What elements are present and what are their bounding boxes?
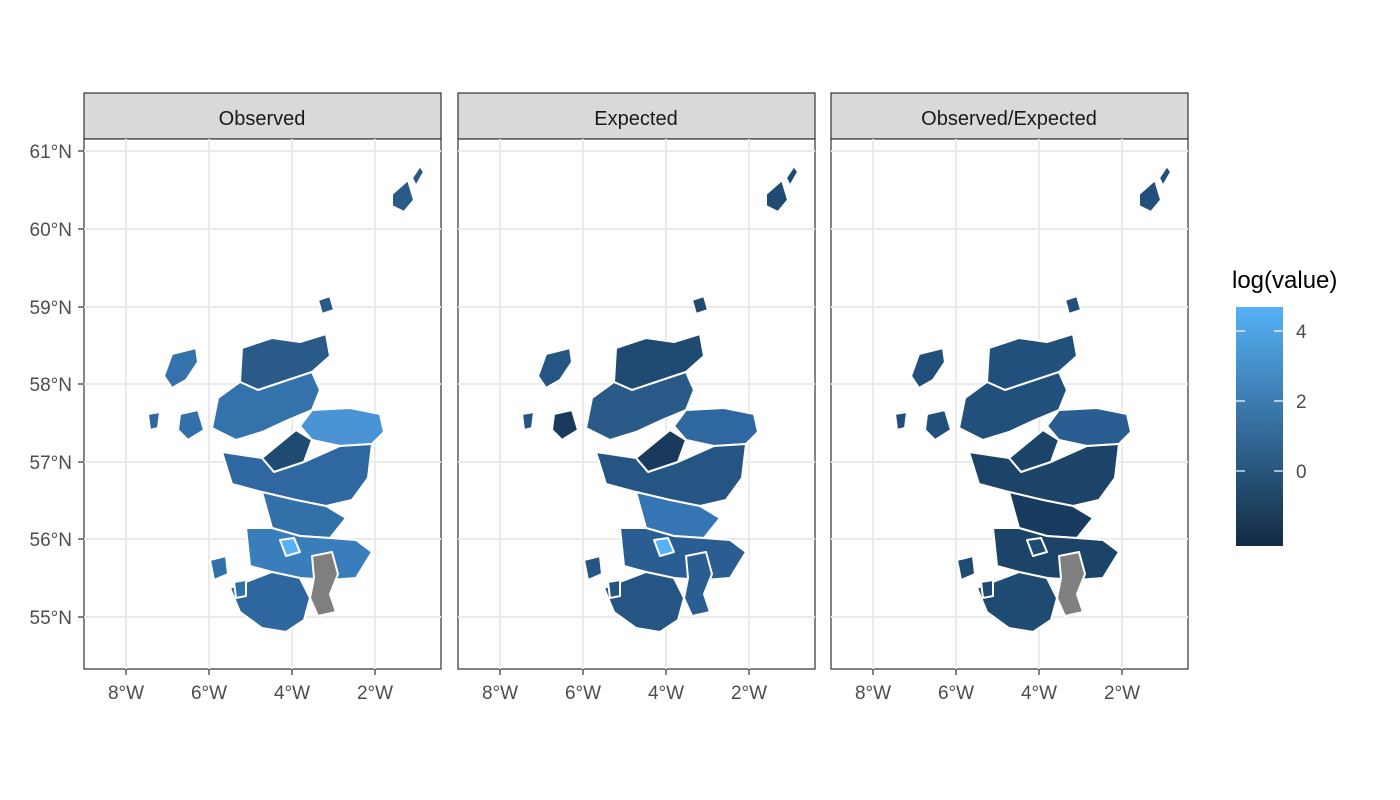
x-tick-label: 2°W <box>1104 683 1140 704</box>
scotland-map-expected <box>521 165 799 633</box>
x-tick-label: 8°W <box>855 683 891 704</box>
strip-expected <box>457 92 816 140</box>
legend-colorbar <box>1236 307 1283 546</box>
legend-tick-label: 4 <box>1296 322 1307 343</box>
strip-label-observed: Observed <box>219 108 306 130</box>
region-skye <box>924 409 952 441</box>
region-south-west <box>976 571 1058 633</box>
region-western-isles <box>910 347 946 389</box>
region-glasgow <box>653 537 675 557</box>
x-axis-observed-expected: 8°W 6°W 4°W 2°W <box>855 669 1140 704</box>
legend-tick-label: 0 <box>1296 462 1307 483</box>
region-central-belt <box>992 527 1120 581</box>
region-western-isles <box>163 347 199 389</box>
x-tick-label: 8°W <box>482 683 518 704</box>
y-tick-label: 55°N <box>30 608 72 629</box>
legend: log(value) 4 2 0 <box>1232 267 1337 546</box>
y-tick-label: 61°N <box>30 142 72 163</box>
strip-label-expected: Expected <box>594 108 677 130</box>
x-tick-label: 6°W <box>938 683 974 704</box>
y-axis: 61°N 60°N 59°N 58°N 57°N 56°N 55°N <box>30 142 84 629</box>
x-axis-observed: 8°W 6°W 4°W 2°W <box>108 669 393 704</box>
region-borders <box>683 551 713 617</box>
strip-observed-expected <box>830 92 1189 140</box>
x-tick-label: 8°W <box>108 683 144 704</box>
legend-tick-label: 2 <box>1296 392 1307 413</box>
region-arran <box>607 579 621 599</box>
region-isle-small-1 <box>894 411 908 431</box>
region-highlands-west <box>211 371 321 441</box>
x-tick-label: 4°W <box>648 683 684 704</box>
y-tick-label: 57°N <box>30 453 72 474</box>
x-tick-label: 2°W <box>731 683 767 704</box>
x-tick-label: 4°W <box>274 683 310 704</box>
region-skye <box>551 409 579 441</box>
region-western-isles <box>537 347 573 389</box>
region-highlands-west <box>958 371 1068 441</box>
region-glasgow <box>279 537 301 557</box>
legend-tick-marks <box>1236 330 1283 472</box>
region-borders-missing <box>309 551 339 617</box>
x-axis-expected: 8°W 6°W 4°W 2°W <box>482 669 767 704</box>
region-islay <box>583 555 603 581</box>
region-borders-missing <box>1056 551 1086 617</box>
region-central-belt <box>619 527 747 581</box>
region-shetland-north <box>785 165 799 187</box>
region-shetland <box>391 179 415 213</box>
y-tick-label: 59°N <box>30 298 72 319</box>
region-shetland <box>765 179 789 213</box>
region-shetland-north <box>1158 165 1172 187</box>
panel-observed-expected: Observed/Expected <box>830 92 1189 670</box>
scotland-map-observed <box>147 165 425 633</box>
region-highlands-west <box>585 371 695 441</box>
scotland-map-observed-expected <box>894 165 1172 633</box>
region-glasgow <box>1026 537 1048 557</box>
region-south-west <box>229 571 311 633</box>
region-shetland <box>1138 179 1162 213</box>
region-south-west <box>603 571 685 633</box>
y-tick-label: 60°N <box>30 220 72 241</box>
region-central-belt <box>245 527 373 581</box>
region-isle-small-1 <box>147 411 161 431</box>
region-arran <box>980 579 994 599</box>
y-tick-label: 58°N <box>30 375 72 396</box>
legend-title: log(value) <box>1232 267 1337 294</box>
region-orkney <box>1064 295 1082 315</box>
panel-observed: Observed <box>83 92 442 670</box>
y-tick-label: 56°N <box>30 530 72 551</box>
region-shetland-north <box>411 165 425 187</box>
region-arran <box>233 579 247 599</box>
x-tick-label: 2°W <box>357 683 393 704</box>
region-islay <box>209 555 229 581</box>
strip-observed <box>83 92 442 140</box>
region-isle-small-1 <box>521 411 535 431</box>
region-skye <box>177 409 205 441</box>
strip-label-observed-expected: Observed/Expected <box>921 108 1097 130</box>
region-islay <box>956 555 976 581</box>
x-tick-label: 4°W <box>1021 683 1057 704</box>
x-tick-label: 6°W <box>565 683 601 704</box>
region-orkney <box>691 295 709 315</box>
region-orkney <box>317 295 335 315</box>
panel-expected: Expected <box>457 92 816 670</box>
x-tick-label: 6°W <box>191 683 227 704</box>
